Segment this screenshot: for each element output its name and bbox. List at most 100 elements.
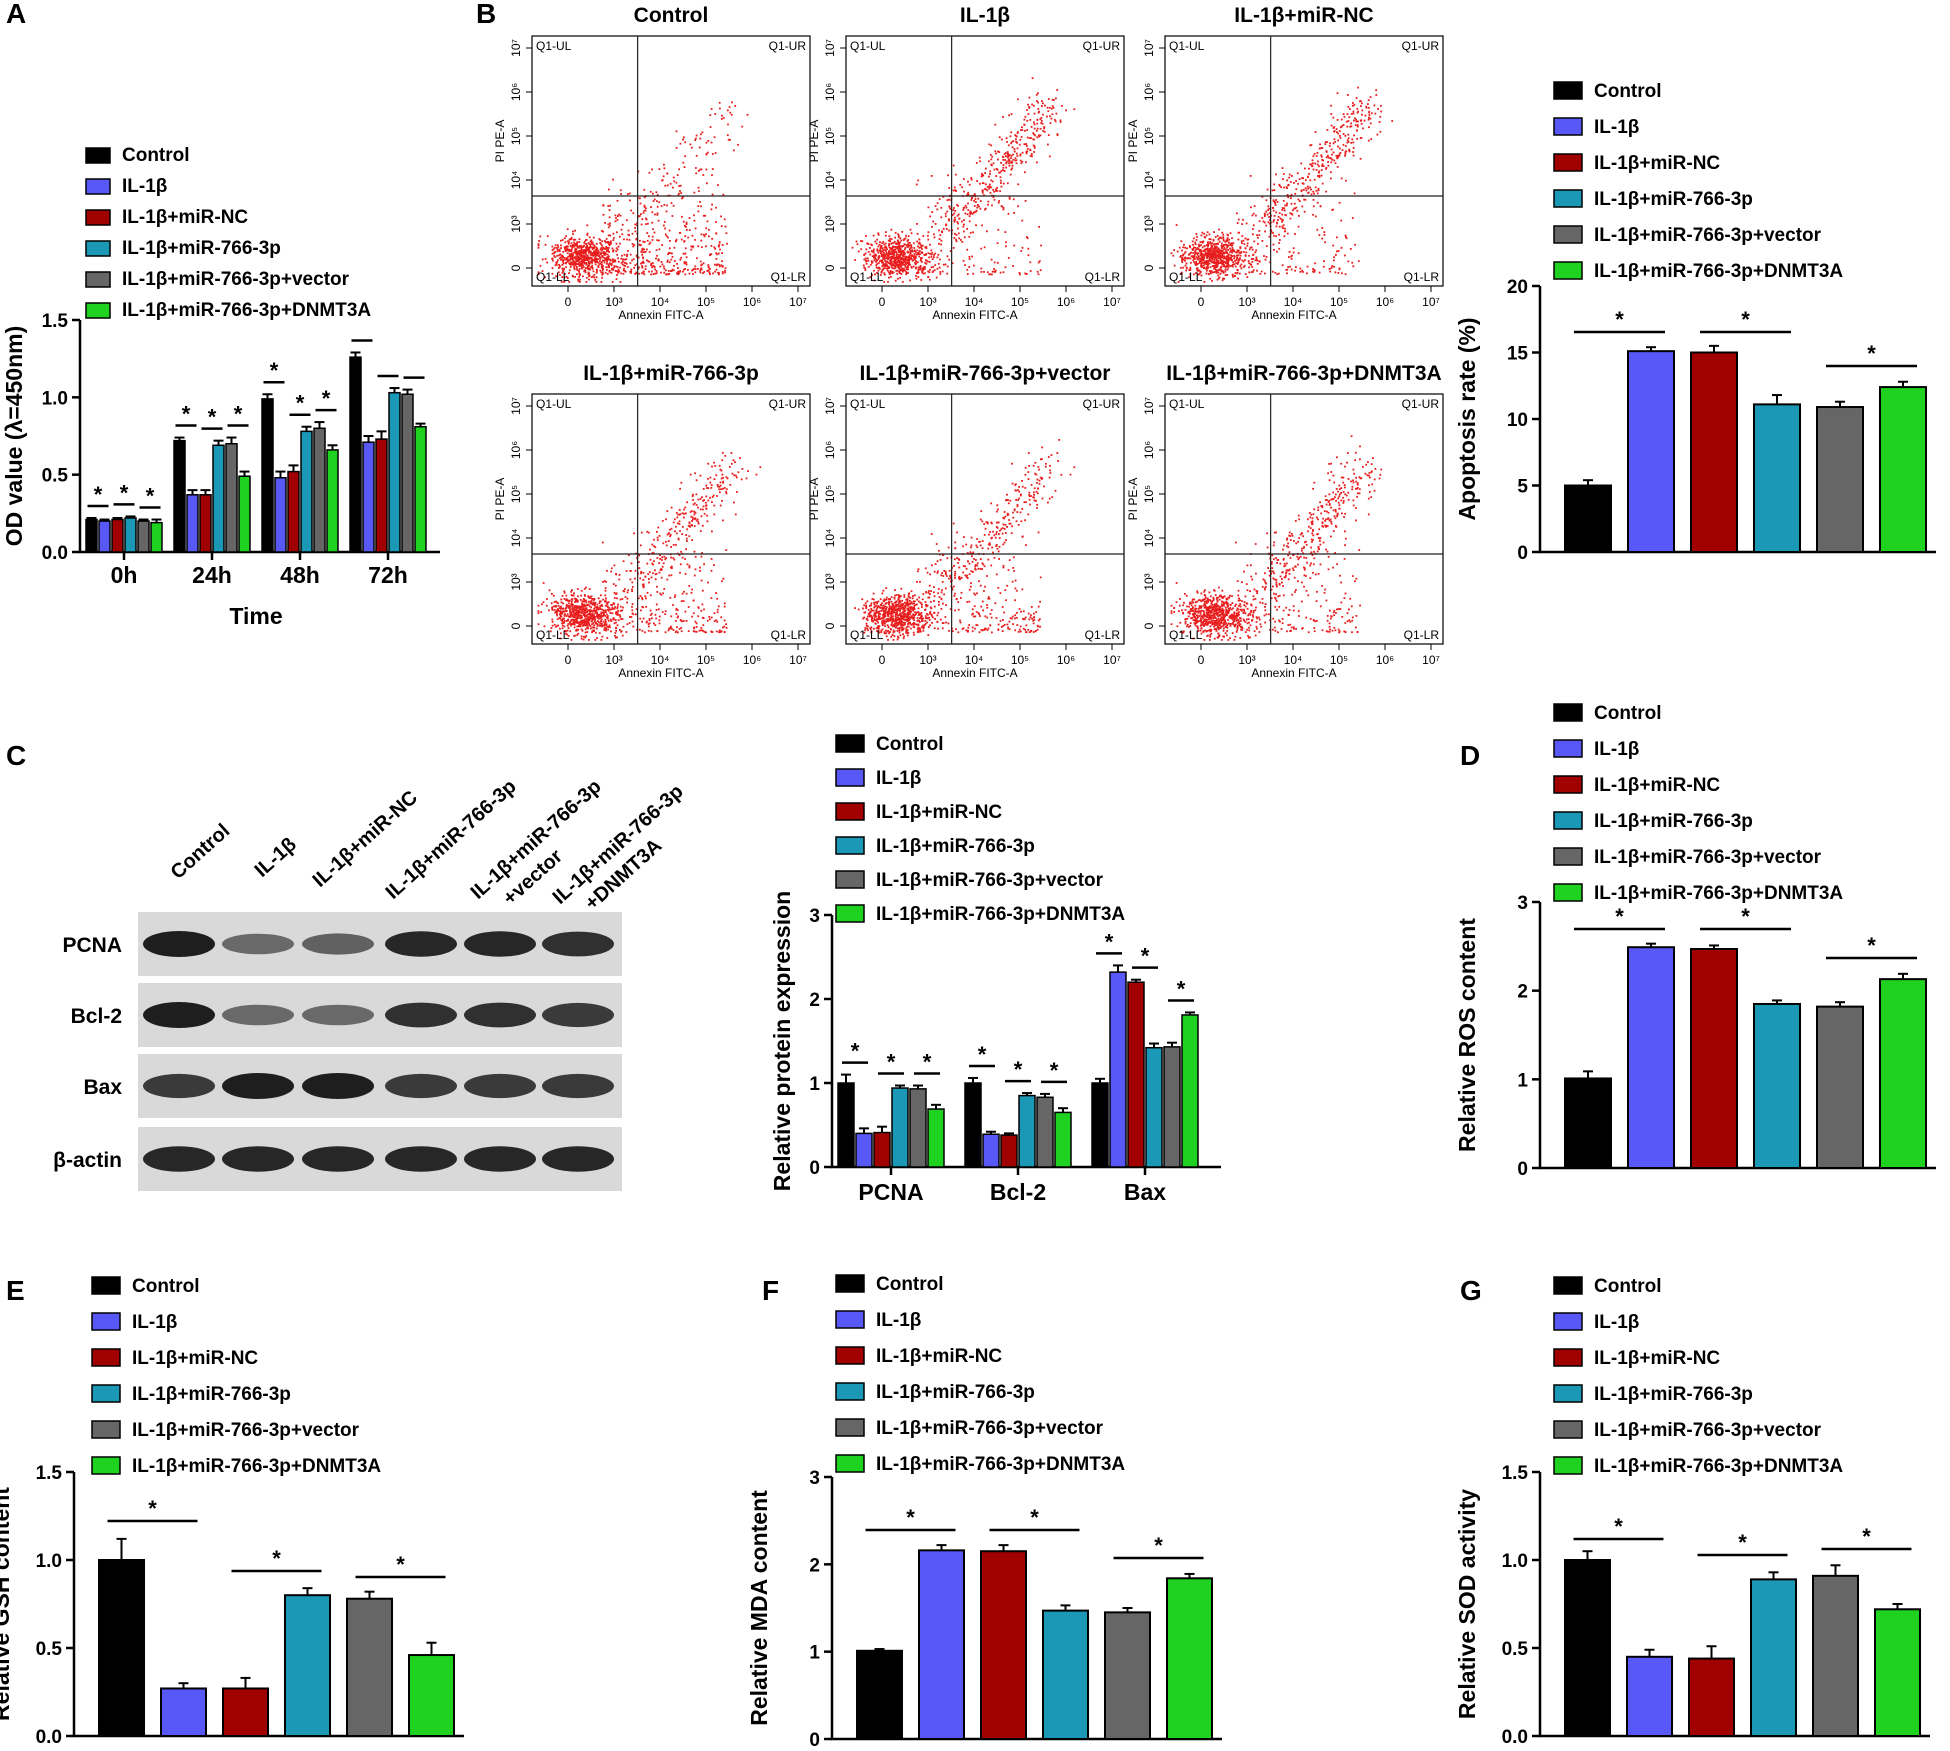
legend-label-c-4: IL-1β+miR-766-3p+vector xyxy=(876,870,1104,891)
bar-a-0-0 xyxy=(85,518,98,553)
legend-swatch-a-2 xyxy=(85,209,111,226)
bar-f-0 xyxy=(856,1649,903,1740)
blot-membrane-1 xyxy=(138,983,622,1047)
blot-band-0-0 xyxy=(143,931,215,957)
bar-f-2 xyxy=(980,1550,1027,1740)
bar-c-0-3 xyxy=(891,1087,909,1168)
flow-ytick-label-3-0: 0 xyxy=(509,622,523,629)
blot-band-1-4 xyxy=(464,1002,536,1028)
flow-ytick-label-2-0: 0 xyxy=(1142,264,1156,271)
chart-f: Control IL-1β IL-1β+miR-NC IL-1β+miR-766-3p… xyxy=(746,1274,1222,1751)
blot-membrane-2 xyxy=(138,1054,622,1118)
panel-label-g: G xyxy=(1460,1275,1482,1306)
flow-xtick-label-4-0: 0 xyxy=(879,653,886,667)
legend-swatch-d-0 xyxy=(1553,703,1583,722)
x-tick-label-a-2: 48h xyxy=(280,562,320,588)
panel-label-a: A xyxy=(6,0,26,29)
legend-label-d-0: Control xyxy=(1594,703,1662,724)
bar-g-1 xyxy=(1626,1655,1673,1738)
flow-frame-0 xyxy=(531,35,811,287)
flow-events-3 xyxy=(537,451,762,641)
blot-row-label-1: Bcl-2 xyxy=(71,1005,122,1028)
flow-ytick-label-1-2: 10⁴ xyxy=(823,171,837,190)
quadrant-label-ul-0: Q1-UL xyxy=(536,39,572,53)
flow-ylabel-3: PI PE-A xyxy=(493,478,507,521)
sig-star-g-0: * xyxy=(1614,1514,1623,1539)
sig-star-a-2: * xyxy=(146,484,155,509)
flow-ytick-label-4-2: 10⁴ xyxy=(823,529,837,548)
bar-f-1 xyxy=(918,1549,965,1740)
bar-c-0-5 xyxy=(927,1108,945,1168)
y-tick-label-a-2: 1.0 xyxy=(42,388,68,409)
flow-ytick-label-0-3: 10⁵ xyxy=(509,127,523,145)
legend-swatch-g-1 xyxy=(1553,1312,1583,1331)
flow-ytick-label-3-4: 10⁶ xyxy=(509,441,523,459)
sig-star-d-2: * xyxy=(1867,933,1876,958)
bar-d-5 xyxy=(1879,978,1927,1170)
quadrant-label-ur-1: Q1-UR xyxy=(1083,39,1121,53)
flow-ytick-label-5-3: 10⁵ xyxy=(1142,485,1156,503)
blot-band-3-3 xyxy=(385,1146,457,1172)
legend-label-c-2: IL-1β+miR-NC xyxy=(876,802,1002,823)
y-tick-label-b-3: 15 xyxy=(1507,344,1529,365)
bar-a-2-5 xyxy=(326,449,339,553)
flow-ytick-label-2-1: 10³ xyxy=(1142,215,1156,232)
bar-d-2 xyxy=(1690,947,1738,1170)
flow-ytick-label-0-5: 10⁷ xyxy=(509,39,523,57)
sig-star-g-1: * xyxy=(1738,1530,1747,1555)
sig-star-c-7: * xyxy=(1141,944,1150,969)
y-axis-title-g: Relative SOD activity xyxy=(1454,1489,1480,1719)
quadrant-label-ur-5: Q1-UR xyxy=(1402,397,1440,411)
sig-star-a-3: * xyxy=(182,402,191,427)
quadrant-label-lr-3: Q1-LR xyxy=(771,628,807,642)
bar-c-1-3 xyxy=(1018,1094,1036,1168)
bar-a-0-2 xyxy=(111,518,124,553)
y-axis-title-b: Apoptosis rate (%) xyxy=(1454,317,1480,520)
bar-a-0-5 xyxy=(150,521,163,553)
flow-cytometry-panels: Control Q1-UL Q1-UR Q1-LL Q1-LR 0 10³ 10⁴ 10⁵ 10⁶… xyxy=(493,4,1444,680)
flow-events-2 xyxy=(1170,86,1394,283)
sig-star-c-4: * xyxy=(1014,1057,1023,1082)
y-tick-label-g-1: 0.5 xyxy=(1502,1639,1529,1660)
y-tick-label-f-1: 1 xyxy=(809,1643,820,1664)
legend-swatch-c-5 xyxy=(835,904,865,923)
legend-swatch-d-4 xyxy=(1553,847,1583,866)
flow-xtick-label-2-4: 10⁶ xyxy=(1376,295,1394,309)
y-axis-title-e: Relative GSH content xyxy=(0,1487,14,1721)
blot-row-0: PCNA xyxy=(62,912,622,976)
bar-c-1-2 xyxy=(1000,1134,1018,1168)
legend-swatch-e-0 xyxy=(91,1276,121,1295)
blot-band-2-4 xyxy=(464,1073,536,1099)
blot-band-3-2 xyxy=(302,1146,374,1172)
legend-swatch-f-5 xyxy=(835,1454,865,1473)
bar-c-0-2 xyxy=(873,1131,891,1168)
flow-xtick-label-4-1: 10³ xyxy=(919,653,936,667)
quadrant-label-ll-4: Q1-LL xyxy=(850,628,884,642)
legend-swatch-b-0 xyxy=(1553,81,1583,100)
sig-star-a-0: * xyxy=(94,482,103,507)
sig-star-c-8: * xyxy=(1177,976,1186,1001)
legend-label-c-3: IL-1β+miR-766-3p xyxy=(876,836,1035,857)
flow-ytick-label-1-3: 10⁵ xyxy=(823,127,837,145)
flow-plot-2: IL-1β+miR-NC Q1-UL Q1-UR Q1-LL Q1-LR 0 10³ 10⁴ 1… xyxy=(1126,4,1444,322)
flow-plot-4: IL-1β+miR-766-3p+vector Q1-UL Q1-UR Q1-LL Q1… xyxy=(807,362,1125,680)
quadrant-label-ll-1: Q1-LL xyxy=(850,270,884,284)
legend-label-d-3: IL-1β+miR-766-3p xyxy=(1594,811,1753,832)
flow-xtick-label-2-1: 10³ xyxy=(1238,295,1255,309)
blot-band-1-5 xyxy=(542,1002,614,1028)
bar-a-2-3 xyxy=(300,430,313,553)
y-tick-label-e-1: 0.5 xyxy=(36,1639,63,1660)
legend-label-a-2: IL-1β+miR-NC xyxy=(122,207,248,228)
legend-label-a-4: IL-1β+miR-766-3p+vector xyxy=(122,269,350,290)
legend-swatch-f-2 xyxy=(835,1346,865,1365)
quadrant-label-lr-1: Q1-LR xyxy=(1085,270,1121,284)
flow-xtick-label-5-2: 10⁴ xyxy=(1284,653,1303,667)
bar-a-0-1 xyxy=(98,520,111,553)
sig-star-c-1: * xyxy=(887,1050,896,1075)
y-tick-label-c-1: 1 xyxy=(809,1074,820,1095)
x-tick-label-c-2: Bax xyxy=(1124,1179,1166,1205)
flow-xtick-label-0-1: 10³ xyxy=(605,295,622,309)
legend-label-d-2: IL-1β+miR-NC xyxy=(1594,775,1720,796)
chart-d: Control IL-1β IL-1β+miR-NC IL-1β+miR-766-3p… xyxy=(1454,703,1936,1180)
flow-xlabel-2: Annexin FITC-A xyxy=(1251,308,1336,322)
